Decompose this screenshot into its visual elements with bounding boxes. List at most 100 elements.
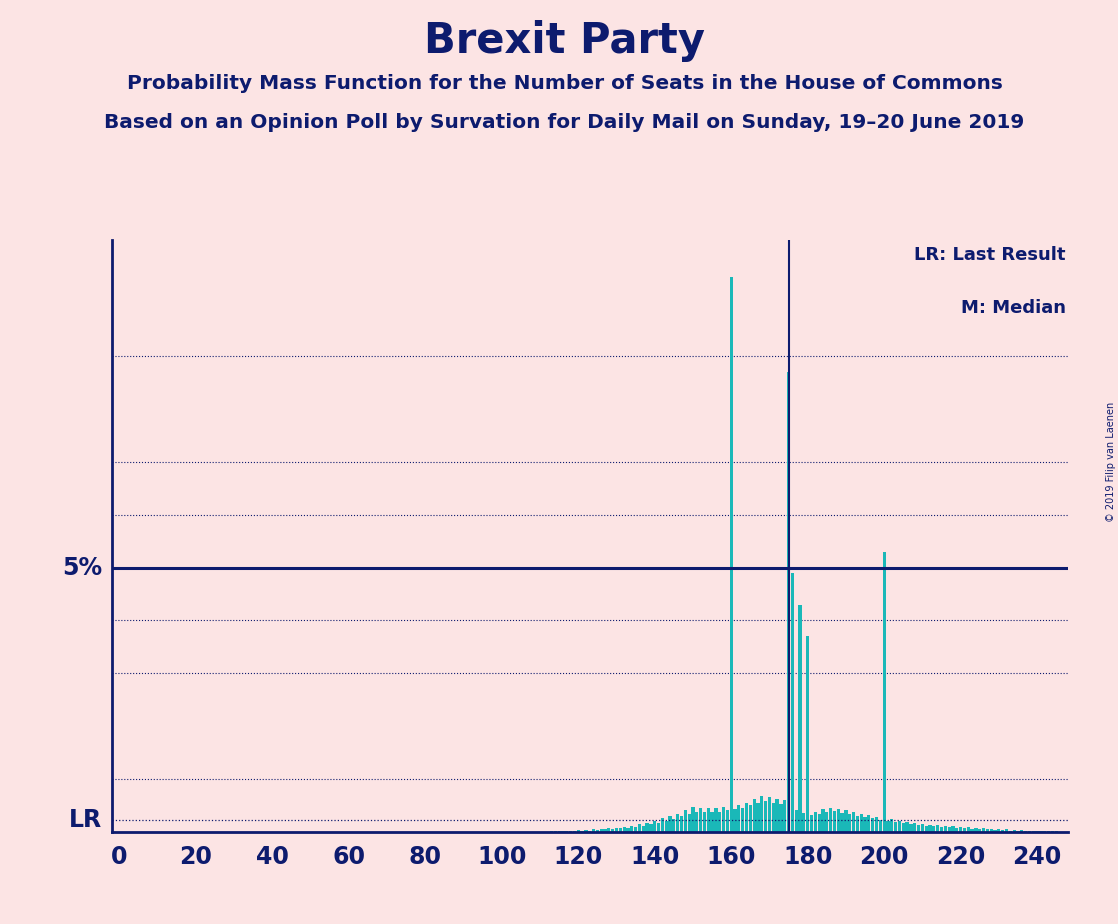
- Bar: [688, 814, 691, 832]
- Bar: [779, 804, 783, 832]
- Bar: [650, 824, 653, 832]
- Bar: [967, 827, 970, 832]
- Bar: [936, 825, 939, 832]
- Bar: [749, 805, 752, 832]
- Bar: [787, 372, 790, 832]
- Bar: [790, 573, 794, 832]
- Bar: [657, 822, 661, 832]
- Bar: [615, 828, 618, 832]
- Bar: [741, 808, 745, 832]
- Bar: [830, 808, 832, 832]
- Bar: [771, 803, 775, 832]
- Bar: [776, 799, 779, 832]
- Bar: [699, 808, 702, 832]
- Bar: [760, 796, 764, 832]
- Bar: [817, 814, 821, 832]
- Bar: [680, 816, 683, 832]
- Bar: [612, 829, 614, 832]
- Bar: [940, 827, 944, 832]
- Bar: [986, 830, 989, 832]
- Bar: [882, 552, 885, 832]
- Bar: [951, 826, 955, 832]
- Bar: [901, 823, 904, 832]
- Bar: [561, 831, 565, 832]
- Bar: [1035, 831, 1039, 832]
- Bar: [764, 801, 767, 832]
- Bar: [928, 825, 931, 832]
- Bar: [1005, 830, 1008, 832]
- Bar: [676, 814, 680, 832]
- Bar: [703, 811, 707, 832]
- Bar: [809, 815, 813, 832]
- Bar: [585, 830, 588, 832]
- Bar: [631, 826, 634, 832]
- Bar: [982, 829, 985, 832]
- Bar: [989, 829, 993, 832]
- Text: Probability Mass Function for the Number of Seats in the House of Commons: Probability Mass Function for the Number…: [126, 74, 1003, 93]
- Bar: [580, 831, 584, 832]
- Bar: [695, 811, 699, 832]
- Bar: [841, 812, 844, 832]
- Bar: [691, 808, 694, 832]
- Bar: [726, 810, 729, 832]
- Bar: [1024, 831, 1027, 832]
- Bar: [714, 808, 718, 832]
- Bar: [879, 820, 882, 832]
- Bar: [1016, 831, 1020, 832]
- Text: Brexit Party: Brexit Party: [424, 20, 705, 62]
- Bar: [645, 822, 648, 832]
- Text: LR: LR: [69, 808, 102, 832]
- Bar: [577, 830, 580, 832]
- Bar: [752, 799, 756, 832]
- Bar: [925, 826, 928, 832]
- Bar: [730, 277, 732, 832]
- Bar: [638, 824, 641, 832]
- Bar: [970, 829, 974, 832]
- Bar: [1027, 831, 1031, 832]
- Bar: [745, 803, 748, 832]
- Bar: [618, 829, 622, 832]
- Bar: [909, 824, 912, 832]
- Bar: [707, 808, 710, 832]
- Text: M: Median: M: Median: [960, 299, 1065, 317]
- Bar: [783, 800, 786, 832]
- Bar: [569, 831, 572, 832]
- Bar: [875, 817, 878, 832]
- Bar: [634, 827, 637, 832]
- Bar: [863, 817, 866, 832]
- Bar: [1001, 830, 1004, 832]
- Bar: [997, 830, 1001, 832]
- Text: Based on an Opinion Poll by Survation for Daily Mail on Sunday, 19–20 June 2019: Based on an Opinion Poll by Survation fo…: [104, 113, 1025, 132]
- Bar: [672, 819, 675, 832]
- Bar: [898, 821, 901, 832]
- Bar: [710, 812, 713, 832]
- Bar: [795, 810, 798, 832]
- Bar: [588, 831, 591, 832]
- Bar: [599, 829, 603, 832]
- Bar: [917, 825, 920, 832]
- Bar: [733, 809, 737, 832]
- Bar: [944, 826, 947, 832]
- Bar: [1013, 830, 1016, 832]
- Bar: [822, 809, 825, 832]
- Bar: [591, 830, 595, 832]
- Bar: [653, 821, 656, 832]
- Bar: [868, 815, 871, 832]
- Bar: [959, 827, 963, 832]
- Bar: [871, 819, 874, 832]
- Bar: [718, 811, 721, 832]
- Bar: [974, 828, 977, 832]
- Bar: [664, 821, 667, 832]
- Bar: [994, 830, 996, 832]
- Bar: [887, 821, 890, 832]
- Bar: [757, 803, 759, 832]
- Bar: [669, 816, 672, 832]
- Bar: [642, 826, 645, 832]
- Bar: [596, 830, 599, 832]
- Bar: [1021, 830, 1023, 832]
- Bar: [860, 814, 863, 832]
- Bar: [963, 829, 966, 832]
- Bar: [806, 637, 809, 832]
- Bar: [814, 811, 817, 832]
- Bar: [803, 813, 805, 832]
